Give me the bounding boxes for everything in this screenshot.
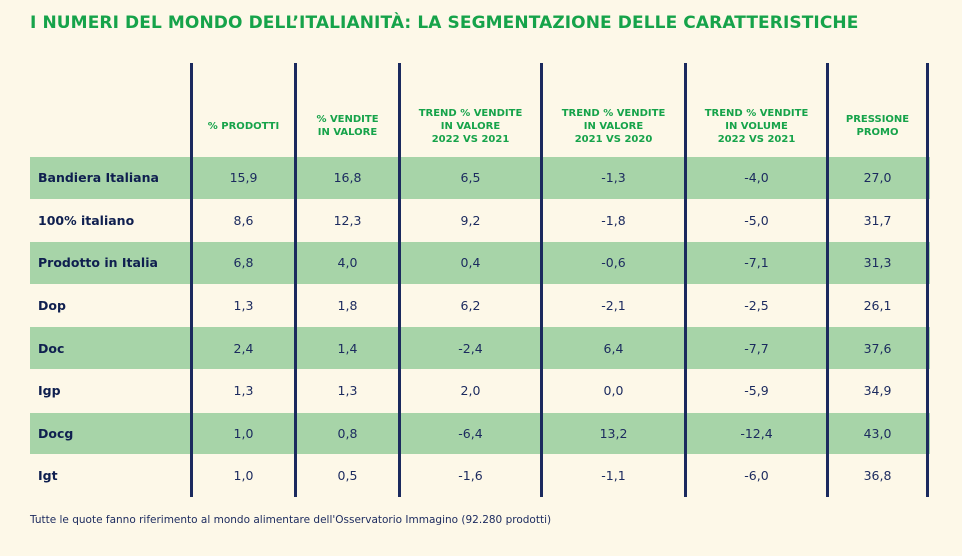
- row-label: Igp: [38, 383, 61, 399]
- column-divider: [540, 63, 543, 497]
- table-cell: 1,4: [337, 340, 358, 356]
- table-cell: 43,0: [863, 425, 892, 441]
- table-cell: 1,0: [233, 425, 254, 441]
- table-cell: 31,3: [863, 255, 892, 271]
- table-cell: -7,1: [744, 255, 769, 271]
- table-cell: 6,5: [460, 170, 481, 186]
- table-row: Prodotto in Italia 6,8 4,0 0,4 -0,6 -7,1 31,3: [30, 242, 930, 284]
- row-label: 100% italiano: [38, 212, 135, 228]
- column-divider: [926, 63, 929, 497]
- row-label: Bandiera Italiana: [38, 170, 159, 186]
- table-cell: -5,0: [744, 212, 769, 228]
- table-cell: 37,6: [863, 340, 892, 356]
- table-cell: 13,2: [599, 425, 628, 441]
- table-cell: 16,8: [333, 170, 362, 186]
- table-cell: -2,4: [458, 340, 483, 356]
- table-row: 100% italiano 8,6 12,3 9,2 -1,8 -5,0 31,7: [30, 200, 930, 242]
- table-cell: 0,8: [337, 425, 358, 441]
- table-cell: -6,0: [744, 468, 769, 484]
- table-cell: 6,4: [603, 340, 624, 356]
- table-cell: -5,9: [744, 383, 769, 399]
- column-header: TREND % VENDITE IN VALORE 2022 VS 2021: [418, 107, 523, 145]
- column-divider: [190, 63, 193, 497]
- table-cell: 26,1: [863, 298, 892, 314]
- table-cell: -0,6: [601, 255, 626, 271]
- table-cell: 8,6: [233, 212, 254, 228]
- column-header: % PRODOTTI: [207, 120, 280, 132]
- footnote: Tutte le quote fanno riferimento al mond…: [30, 514, 552, 526]
- row-label: Doc: [38, 340, 65, 356]
- table-cell: 15,9: [229, 170, 258, 186]
- column-divider: [826, 63, 829, 497]
- table-cell: -6,4: [458, 425, 483, 441]
- table-cell: 1,3: [233, 298, 254, 314]
- column-header: TREND % VENDITE IN VOLUME 2022 VS 2021: [704, 107, 809, 145]
- table-cell: 0,5: [337, 468, 358, 484]
- table-cell: 12,3: [333, 212, 362, 228]
- table-row: Bandiera Italiana 15,9 16,8 6,5 -1,3 -4,0 27,0: [30, 157, 930, 199]
- table-cell: 6,2: [460, 298, 481, 314]
- table-row: Igt 1,0 0,5 -1,6 -1,1 -6,0 36,8: [30, 455, 930, 497]
- table-row: Igp 1,3 1,3 2,0 0,0 -5,9 34,9: [30, 370, 930, 412]
- table-cell: 6,8: [233, 255, 254, 271]
- row-label: Prodotto in Italia: [38, 255, 158, 271]
- table-cell: -7,7: [744, 340, 769, 356]
- table-cell: -2,5: [744, 298, 769, 314]
- table-cell: 1,3: [233, 383, 254, 399]
- table-cell: 2,4: [233, 340, 254, 356]
- table-cell: 1,3: [337, 383, 358, 399]
- table-cell: -4,0: [744, 170, 769, 186]
- row-label: Docg: [38, 425, 74, 441]
- table-cell: 31,7: [863, 212, 892, 228]
- column-header: % VENDITE IN VALORE: [316, 114, 379, 138]
- column-divider: [294, 63, 297, 497]
- table-cell: 4,0: [337, 255, 358, 271]
- column-header: TREND % VENDITE IN VALORE 2021 VS 2020: [561, 107, 666, 145]
- page-title: I NUMERI DEL MONDO DELL’ITALIANITÀ: LA S…: [30, 13, 859, 33]
- table-cell: 36,8: [863, 468, 892, 484]
- table-cell: 1,8: [337, 298, 358, 314]
- table-cell: 9,2: [460, 212, 481, 228]
- column-divider: [398, 63, 401, 497]
- table-cell: 1,0: [233, 468, 254, 484]
- table-cell: -1,3: [601, 170, 626, 186]
- row-label: Dop: [38, 298, 66, 314]
- table-cell: -1,1: [601, 468, 626, 484]
- row-label: Igt: [38, 468, 58, 484]
- column-header: PRESSIONE PROMO: [845, 114, 910, 138]
- data-table: % PRODOTTI % VENDITE IN VALORE TREND % VEN…: [30, 63, 930, 497]
- table-row: Dop 1,3 1,8 6,2 -2,1 -2,5 26,1: [30, 285, 930, 327]
- table-cell: 2,0: [460, 383, 481, 399]
- table-cell: -1,6: [458, 468, 483, 484]
- table-cell: -12,4: [740, 425, 773, 441]
- table-cell: 34,9: [863, 383, 892, 399]
- column-divider: [684, 63, 687, 497]
- table-row: Docg 1,0 0,8 -6,4 13,2 -12,4 43,0: [30, 412, 930, 455]
- table-cell: 0,0: [603, 383, 624, 399]
- table-cell: 27,0: [863, 170, 892, 186]
- table-row: Doc 2,4 1,4 -2,4 6,4 -7,7 37,6: [30, 327, 930, 369]
- table-cell: -1,8: [601, 212, 626, 228]
- table-cell: -2,1: [601, 298, 626, 314]
- table-cell: 0,4: [460, 255, 481, 271]
